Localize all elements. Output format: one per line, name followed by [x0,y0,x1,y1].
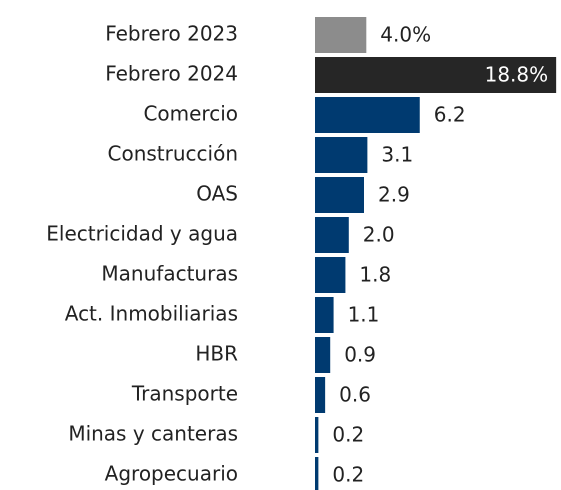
bar [315,457,319,490]
category-label: OAS [196,182,238,206]
bar [315,417,319,453]
category-label: Febrero 2023 [105,22,238,46]
category-label: Electricidad y agua [46,222,238,246]
bar [315,337,331,373]
category-label: Agropecuario [105,462,238,486]
category-label: HBR [195,342,238,366]
value-label: 4.0% [380,23,431,47]
value-label: 0.9 [344,343,376,367]
bar [315,217,349,253]
bar [315,257,346,293]
value-label: 18.8% [485,63,549,87]
value-label: 1.1 [348,303,380,327]
category-label: Manufacturas [101,262,238,286]
category-label: Construcción [108,142,239,166]
value-label: 2.9 [378,183,410,207]
value-label: 2.0 [363,223,395,247]
category-label: Act. Inmobiliarias [65,302,238,326]
value-label: 6.2 [434,103,466,127]
value-label: 1.8 [359,263,391,287]
value-label: 0.2 [332,463,364,487]
category-label: Febrero 2024 [105,62,238,86]
category-label: Transporte [131,382,238,406]
bar [315,297,334,333]
bar [315,377,326,413]
bar [315,97,420,133]
bar [315,137,368,173]
value-label: 0.6 [339,383,371,407]
category-label: Comercio [143,102,238,126]
bar [315,17,367,53]
value-label: 3.1 [381,143,413,167]
bar [315,177,364,213]
value-label: 0.2 [332,423,364,447]
category-label: Minas y canteras [68,422,238,446]
bar [315,57,557,93]
